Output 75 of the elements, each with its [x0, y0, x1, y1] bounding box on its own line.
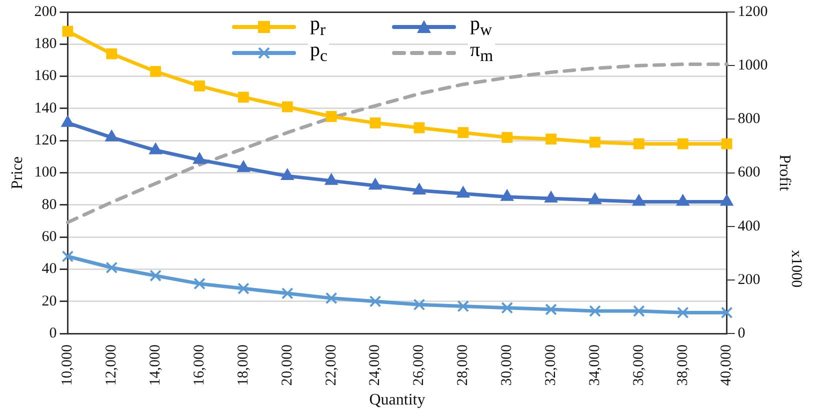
x-tick-label: 34,000: [586, 344, 603, 386]
point: [501, 302, 514, 314]
point: [632, 305, 645, 317]
y-tick-label: 80: [42, 196, 57, 213]
point: [677, 138, 688, 150]
point: [150, 66, 162, 77]
y2-axis-title: Profit: [776, 154, 794, 192]
y-tick-label: 120: [34, 132, 57, 149]
x-tick-label: 14,000: [148, 344, 164, 386]
point: [106, 262, 118, 274]
text: x1000: [787, 250, 804, 288]
y2-tick-label: 200: [738, 272, 760, 288]
x-tick-label: 18,000: [235, 344, 252, 386]
point: [194, 278, 206, 290]
y-tick-label: 20: [42, 293, 57, 310]
point: [721, 138, 732, 150]
point: [589, 305, 601, 317]
point: [325, 292, 338, 304]
point: [62, 26, 74, 37]
line-series: [66, 62, 729, 224]
point: [106, 48, 118, 60]
point: [413, 298, 426, 311]
point: [633, 138, 644, 150]
legend-label: p$_{r}$: [308, 13, 328, 40]
x-tick-label: 38,000: [674, 344, 691, 386]
x-tick-label: 20,000: [279, 344, 296, 386]
point: [326, 111, 337, 122]
y-axis-title: Price: [8, 156, 26, 190]
point: [720, 306, 733, 319]
y-tick-label: 100: [34, 164, 57, 181]
y2-tick-label: 0: [738, 325, 746, 342]
point: [238, 282, 250, 294]
legend-label: π$_{m}$: [468, 39, 496, 66]
legend-label: p$_{c}$: [308, 39, 330, 66]
point: [282, 101, 293, 112]
y2-tick-label: 400: [738, 218, 760, 234]
x-tick-label: 26,000: [411, 344, 428, 386]
y-tick-label: 180: [34, 36, 57, 52]
y-tick-label: 140: [34, 100, 57, 116]
y-tick-label: 200: [34, 4, 57, 20]
x-tick-label: 28,000: [455, 344, 472, 386]
x-tick-label: 22,000: [323, 344, 340, 386]
y-tick-label: 0: [49, 325, 57, 342]
y2-tick-label: 800: [738, 111, 760, 128]
x-tick-label: 40,000: [718, 344, 735, 386]
x-tick-label: 32,000: [542, 344, 559, 386]
point: [676, 306, 689, 319]
point: [150, 270, 162, 282]
x-tick-label: 24,000: [367, 344, 384, 386]
x-axis-title: Quantity: [369, 392, 426, 409]
y-tick-label: 40: [42, 261, 57, 278]
x-tick-label: 16,000: [191, 344, 208, 386]
y2-tick-label: 600: [738, 164, 760, 181]
point: [502, 132, 513, 143]
point: [238, 92, 249, 103]
y2-tick-label: 1200: [738, 4, 768, 20]
point: [458, 127, 469, 138]
point: [414, 122, 425, 134]
y-tick-label: 160: [34, 68, 57, 84]
x-tick-label: 36,000: [630, 344, 647, 386]
point: [590, 136, 600, 148]
legend-label: p$_{w}$: [468, 13, 494, 40]
y-tick-label: 60: [42, 229, 57, 246]
point: [369, 295, 382, 308]
x-tick-label: 30,000: [499, 344, 516, 386]
point: [281, 287, 294, 300]
y2-tick-label: 1000: [738, 58, 768, 74]
point: [194, 80, 205, 92]
x-tick-label: 10,000: [60, 344, 76, 386]
point: [545, 303, 557, 316]
x-tick-label: 12,000: [104, 344, 120, 386]
point: [62, 250, 74, 262]
point: [457, 300, 470, 312]
point: [370, 117, 381, 128]
point: [546, 134, 556, 144]
